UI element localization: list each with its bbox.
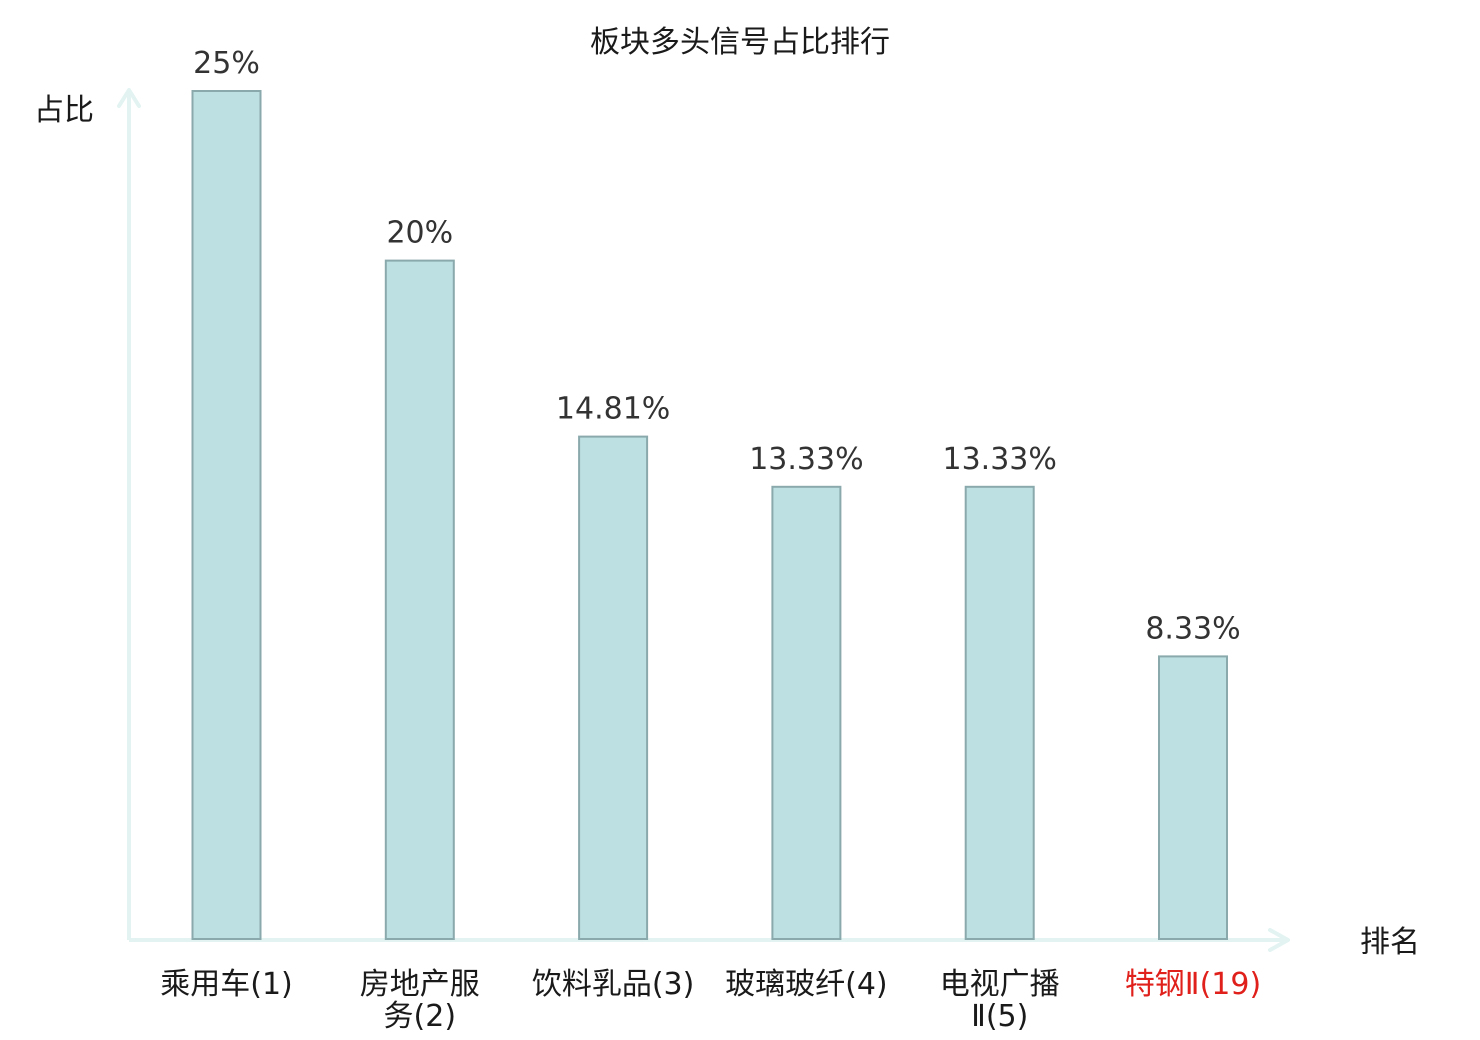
category-label-6: 特钢Ⅱ(19): [1125, 967, 1261, 1002]
value-label-6: 8.33%: [1145, 611, 1240, 646]
category-labels: 乘用车(1) 房地产服务(2) 饮料乳品(3) 玻璃玻纤(4) 电视广播 Ⅱ(5) 特钢Ⅱ(…: [160, 967, 1261, 1034]
y-axis-arrow: [117, 88, 141, 108]
category-label-line: 特钢Ⅱ(19): [1125, 967, 1261, 1002]
value-label-1: 25%: [193, 46, 260, 81]
bar-3: [578, 435, 649, 940]
bars: [191, 90, 1228, 941]
category-label-3: 饮料乳品(3): [532, 967, 695, 1002]
bar-4: [771, 485, 842, 940]
chart-title: 板块多头信号占比排行: [590, 25, 890, 60]
category-label-line: 房地产服: [360, 967, 480, 1002]
category-label-1: 乘用车(1): [160, 967, 293, 1002]
x-axis-label: 排名: [1360, 925, 1420, 960]
category-label-line: Ⅱ(5): [971, 999, 1028, 1034]
category-label-line: 玻璃玻纤(4): [725, 967, 888, 1002]
bar-6: [1158, 655, 1228, 941]
value-label-5: 13.33%: [943, 442, 1057, 477]
value-labels: 25% 20% 14.81% 13.33% 13.33% 8.33%: [193, 46, 1241, 646]
category-label-line: 饮料乳品(3): [532, 967, 695, 1002]
category-label-2: 房地产服务(2): [360, 967, 480, 1034]
category-label-4: 玻璃玻纤(4): [725, 967, 888, 1002]
category-label-line: 务(2): [384, 999, 457, 1034]
bar-5: [964, 485, 1035, 940]
value-label-3: 14.81%: [556, 392, 670, 427]
axes: [117, 88, 1290, 952]
y-axis-label: 占比: [34, 93, 94, 128]
value-label-4: 13.33%: [749, 442, 863, 477]
value-label-2: 20%: [386, 216, 453, 251]
category-label-5: 电视广播 Ⅱ(5): [940, 967, 1060, 1034]
x-axis-arrow: [1268, 928, 1290, 952]
bar-1: [191, 90, 262, 940]
bar-2: [384, 259, 455, 941]
category-label-line: 电视广播: [940, 967, 1060, 1002]
category-label-line: 乘用车(1): [160, 967, 293, 1002]
